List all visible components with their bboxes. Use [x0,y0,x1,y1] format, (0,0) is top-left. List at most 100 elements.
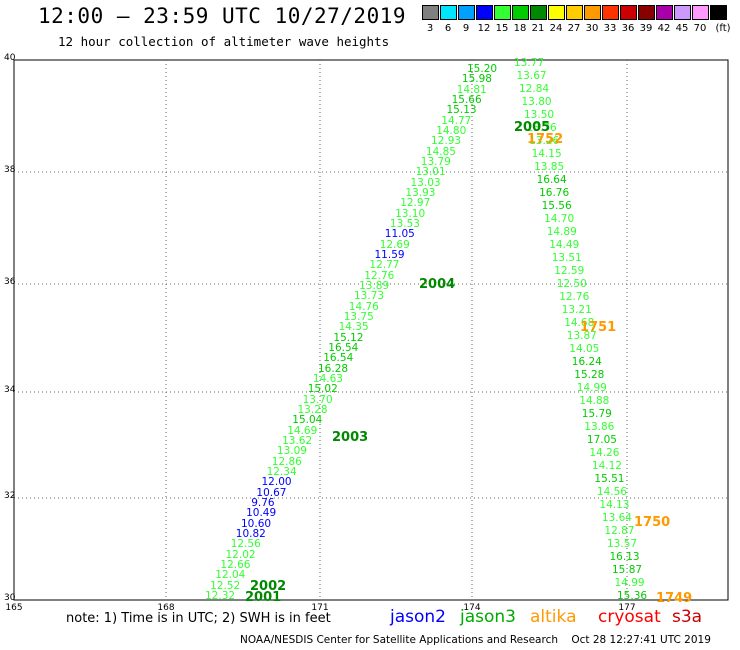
wave-height-value: 13.67 [516,70,547,82]
time-label: 1749 [656,591,693,606]
wave-height-value: 15.51 [594,473,625,485]
scale-swatch [530,5,547,20]
scale-label: 15 [495,23,509,34]
wave-height-value: 13.75 [343,311,374,323]
wave-height-value: 16.13 [609,551,640,563]
wave-height-value: 16.76 [539,187,570,199]
wave-height-value: 12.02 [225,548,256,561]
lat-label: 38 [4,165,16,175]
scale-label: 3 [426,23,434,34]
map-frame [13,59,729,601]
wave-height-value: 15.13 [446,104,477,117]
legend-jason2: jason2 [390,607,446,627]
wave-height-value: 15.87 [612,564,643,576]
time-label: 1751 [580,320,617,335]
wave-height-value: 15.20 [467,63,498,75]
legend-cryosat: cryosat [598,607,661,627]
wave-height-value: 13.85 [534,161,565,173]
wave-height-value: 13.57 [607,538,638,550]
scale-label: 70 [693,23,707,34]
scale-swatch [494,5,511,20]
wave-height-value: 13.03 [410,176,441,189]
wave-height-value: 13.28 [297,404,328,416]
wave-height-value: 14.77 [441,114,472,127]
wave-height-value: 10.49 [246,507,277,520]
wave-height-value: 12.77 [369,259,400,272]
lon-label: 171 [311,603,329,613]
scale-swatch [512,5,529,20]
lon-label: 174 [463,603,481,613]
scale-swatch [638,5,655,20]
time-label: 1752 [527,132,564,147]
wave-height-value: 13.76 [526,122,557,134]
wave-height-value: 14.12 [591,460,622,472]
wave-height-value: 12.34 [266,466,297,478]
wave-height-value: 16.24 [571,356,602,368]
time-label: 2003 [332,430,369,445]
wave-height-value: 9.76 [251,497,275,509]
wave-height-value: 14.49 [549,239,580,251]
scale-swatch [602,5,619,20]
wave-height-value: 12.04 [215,569,246,582]
wave-height-value: 12.56 [230,538,261,551]
scale-swatch [458,5,475,20]
scale-label: 24 [549,23,563,34]
wave-height-value: 14.99 [614,577,645,589]
footer-credit: NOAA/NESDIS Center for Satellite Applica… [240,634,711,646]
scale-label: 33 [603,23,617,34]
wave-height-value: 15.04 [292,414,323,427]
wave-height-value: 14.76 [348,300,379,313]
wave-height-value: 12.59 [554,265,585,277]
scale-unit: (ft) [715,23,731,34]
wave-height-value: 12.93 [431,135,462,148]
scale-label: 45 [675,23,689,34]
scale-swatch [692,5,709,20]
lat-lon-grid [13,59,729,601]
chart-subtitle: 12 hour collection of altimeter wave hei… [58,34,390,49]
wave-height-value: 14.68 [564,317,595,329]
scale-label: 27 [567,23,581,34]
scale-swatch [656,5,673,20]
lat-label: 40 [4,53,16,63]
scale-swatch [620,5,637,20]
scale-swatch [584,5,601,20]
wave-height-value: 15.02 [307,383,338,396]
time-label: 2001 [245,590,282,605]
wave-height-value: 13.86 [584,421,615,433]
wave-height-value: 13.62 [282,435,313,447]
scale-label: 12 [477,23,491,34]
scale-swatch [674,5,691,20]
wave-height-value: 13.70 [302,393,333,406]
wave-height-value: 17.05 [586,434,617,446]
time-label: 1750 [634,515,671,530]
scale-label: 42 [657,23,671,34]
wave-height-value: 12.69 [379,238,410,251]
wave-height-value: 13.64 [601,512,632,524]
lon-label: 165 [5,603,23,613]
wave-height-value: 13.89 [359,280,390,292]
time-label: 2005 [514,120,551,135]
wave-height-value: 16.54 [328,342,359,354]
scale-swatch [440,5,457,20]
wave-height-value: 14.81 [456,83,487,96]
scale-label: 36 [621,23,635,34]
wave-height-value: 13.21 [561,304,592,316]
wave-height-value: 13.10 [395,207,426,220]
scale-label: 39 [639,23,653,34]
wave-height-value: 12.97 [400,197,431,210]
legend-s3a: s3a [672,607,703,627]
wave-height-value: 13.09 [276,445,307,458]
scale-label: 18 [513,23,527,34]
wave-height-value: 13.53 [389,218,420,230]
wave-height-value: 16.28 [318,362,349,375]
wave-height-value: 10.60 [241,517,272,530]
wave-height-value: 14.80 [436,125,467,137]
wave-height-value: 14.85 [425,145,456,158]
lat-label: 32 [4,491,16,501]
wave-height-value: 15.36 [617,590,648,602]
scale-label: 30 [585,23,599,34]
wave-height-value: 14.88 [579,395,610,407]
wave-height-value: 13.93 [405,187,436,199]
wave-height-value: 16.64 [536,174,567,186]
wave-height-value: 13.80 [521,96,552,108]
